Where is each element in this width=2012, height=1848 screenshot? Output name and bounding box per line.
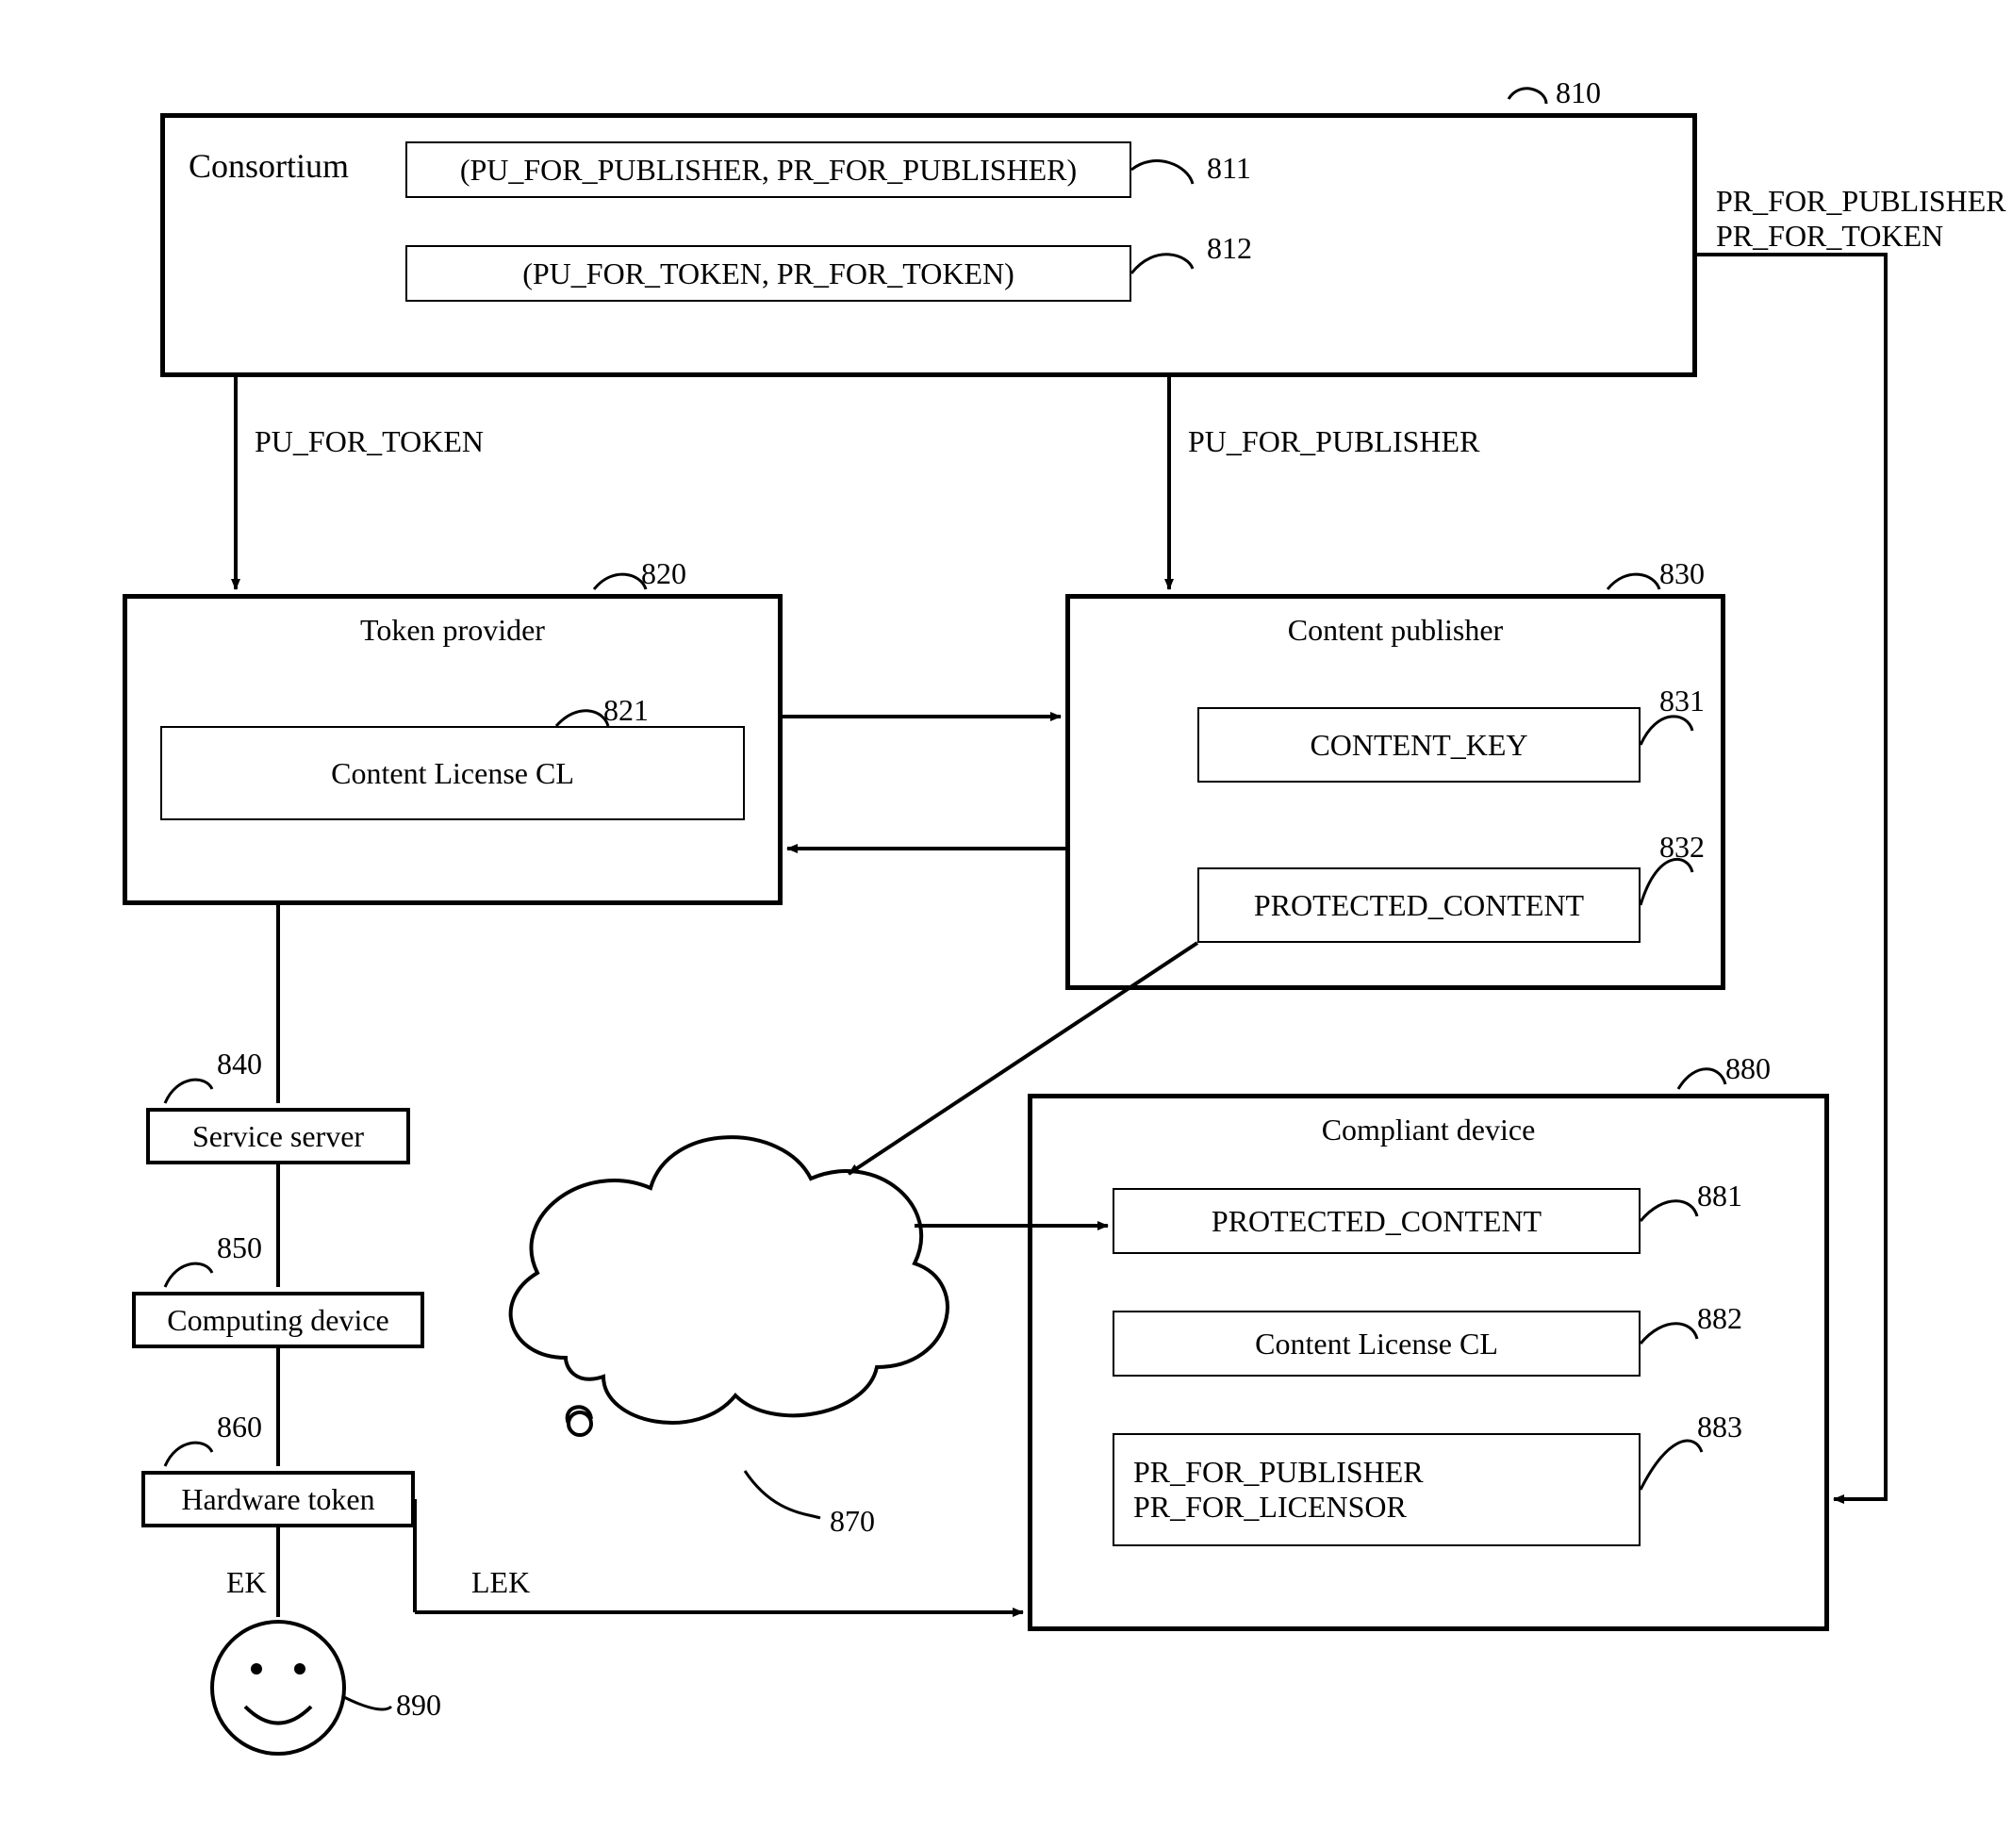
content-key-text: CONTENT_KEY xyxy=(1310,728,1527,763)
content-key-box: CONTENT_KEY xyxy=(1197,707,1641,783)
ref-870: 870 xyxy=(830,1504,875,1539)
computing-device-text: Computing device xyxy=(167,1303,389,1338)
consortium-title: Consortium xyxy=(189,146,349,186)
ref-890: 890 xyxy=(396,1688,441,1723)
token-provider-title: Token provider xyxy=(123,613,783,648)
keys-dev-text: PR_FOR_PUBLISHER PR_FOR_LICENSOR xyxy=(1133,1455,1424,1525)
pu-for-token-label: PU_FOR_TOKEN xyxy=(255,424,484,459)
content-license-box: Content License CL xyxy=(160,726,745,820)
right-keys-label: PR_FOR_PUBLISHER PR_FOR_TOKEN xyxy=(1716,184,2006,254)
internet-label: Internet xyxy=(641,1245,741,1280)
ref-812: 812 xyxy=(1207,231,1252,266)
content-license-text: Content License CL xyxy=(331,756,574,791)
pair-publisher-text: (PU_FOR_PUBLISHER, PR_FOR_PUBLISHER) xyxy=(460,153,1077,188)
content-license-dev-text: Content License CL xyxy=(1255,1327,1498,1361)
protected-content-dev-text: PROTECTED_CONTENT xyxy=(1212,1204,1542,1239)
hardware-token-text: Hardware token xyxy=(181,1482,374,1517)
ref-811: 811 xyxy=(1207,151,1251,186)
lek-label: LEK xyxy=(471,1565,530,1600)
ref-840: 840 xyxy=(217,1047,262,1081)
pair-token-text: (PU_FOR_TOKEN, PR_FOR_TOKEN) xyxy=(522,256,1014,291)
compliant-device-title: Compliant device xyxy=(1028,1113,1829,1147)
ref-821: 821 xyxy=(603,693,649,728)
protected-content-pub-box: PROTECTED_CONTENT xyxy=(1197,867,1641,943)
pu-for-publisher-label: PU_FOR_PUBLISHER xyxy=(1188,424,1479,459)
ref-881: 881 xyxy=(1697,1179,1742,1213)
ref-860: 860 xyxy=(217,1410,262,1444)
ref-810: 810 xyxy=(1556,75,1601,110)
keys-dev-box: PR_FOR_PUBLISHER PR_FOR_LICENSOR xyxy=(1113,1433,1641,1546)
ref-850: 850 xyxy=(217,1230,262,1265)
service-server-text: Service server xyxy=(192,1119,364,1154)
content-publisher-title: Content publisher xyxy=(1065,613,1725,648)
ek-label: EK xyxy=(226,1565,267,1600)
ref-880: 880 xyxy=(1725,1051,1771,1086)
ref-832: 832 xyxy=(1659,830,1705,865)
protected-content-dev-box: PROTECTED_CONTENT xyxy=(1113,1188,1641,1254)
ref-830: 830 xyxy=(1659,556,1705,591)
ref-882: 882 xyxy=(1697,1301,1742,1336)
ref-883: 883 xyxy=(1697,1410,1742,1444)
service-server-box: Service server xyxy=(146,1108,410,1164)
user-icon xyxy=(212,1622,344,1754)
pair-token-box: (PU_FOR_TOKEN, PR_FOR_TOKEN) xyxy=(405,245,1131,302)
internet-cloud xyxy=(511,1137,948,1435)
content-license-dev-box: Content License CL xyxy=(1113,1311,1641,1377)
pair-publisher-box: (PU_FOR_PUBLISHER, PR_FOR_PUBLISHER) xyxy=(405,141,1131,198)
computing-device-box: Computing device xyxy=(132,1292,424,1348)
ref-831: 831 xyxy=(1659,684,1705,718)
hardware-token-box: Hardware token xyxy=(141,1471,415,1527)
protected-content-pub-text: PROTECTED_CONTENT xyxy=(1254,888,1584,923)
ref-820: 820 xyxy=(641,556,686,591)
